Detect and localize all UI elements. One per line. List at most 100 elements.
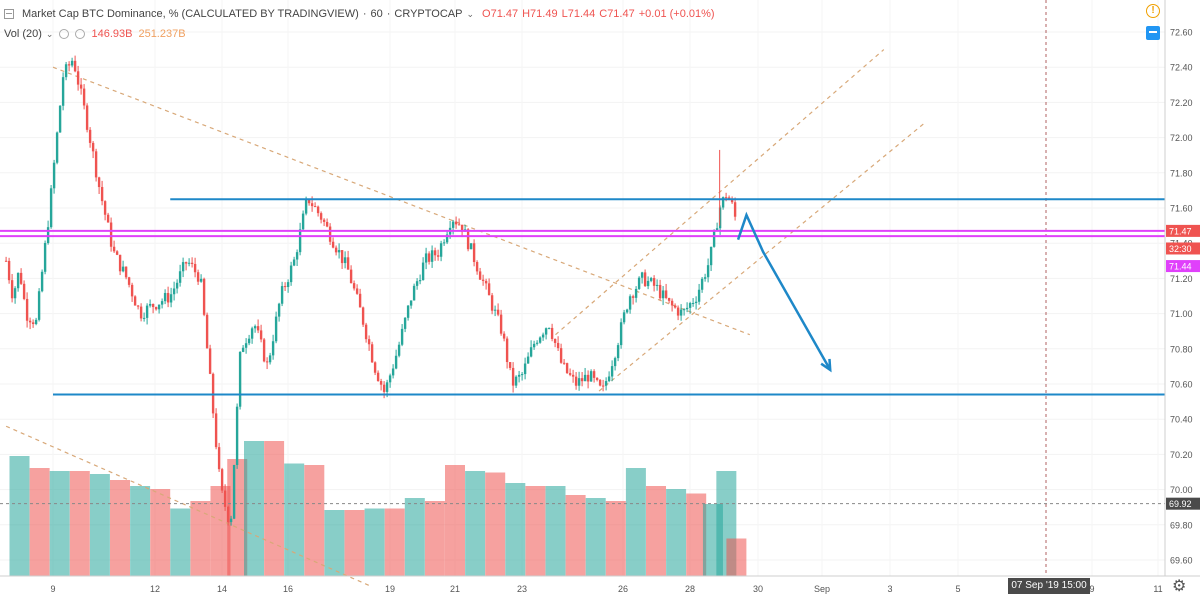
candle-body bbox=[34, 319, 38, 325]
candle-body bbox=[460, 224, 464, 232]
y-tick-label: 70.60 bbox=[1170, 380, 1193, 390]
candle-body bbox=[163, 292, 167, 302]
candle-body bbox=[655, 284, 659, 286]
collapse-icon[interactable] bbox=[4, 9, 14, 19]
candle-body bbox=[346, 257, 350, 270]
candle-body bbox=[613, 358, 617, 367]
volume-bar bbox=[244, 441, 264, 576]
candle-body bbox=[91, 142, 95, 152]
candle-body bbox=[115, 251, 119, 255]
candle-body bbox=[277, 303, 281, 317]
volume-bar bbox=[130, 486, 151, 576]
gear-icon[interactable]: ⚙ bbox=[1172, 578, 1187, 595]
candle-body bbox=[181, 262, 185, 272]
visibility-icon[interactable] bbox=[59, 29, 70, 39]
candle-body bbox=[478, 271, 482, 280]
candle-body bbox=[388, 375, 392, 383]
candle-body bbox=[529, 347, 533, 357]
drawn-levels bbox=[0, 198, 1199, 396]
legend-change: +0.01 (+0.01%) bbox=[638, 8, 715, 20]
candle-body bbox=[454, 221, 458, 225]
countdown-badge-bg bbox=[1166, 242, 1200, 255]
candle-body bbox=[340, 250, 344, 264]
volume-bar bbox=[445, 465, 465, 576]
candle-body bbox=[367, 339, 371, 345]
candle-body bbox=[265, 361, 269, 363]
candle-body bbox=[469, 243, 473, 250]
candle-body bbox=[394, 355, 398, 369]
candle-body bbox=[733, 202, 737, 217]
candle-body bbox=[604, 381, 608, 386]
legend-vol-value-1: 146.93B bbox=[91, 28, 133, 40]
volume-bar bbox=[284, 463, 305, 576]
candle-body bbox=[328, 226, 332, 242]
settings-icon[interactable] bbox=[75, 29, 86, 39]
candle-body bbox=[661, 290, 665, 299]
volume-bars bbox=[9, 441, 747, 576]
crosshair-price-badge: 69.92 bbox=[1169, 499, 1192, 509]
candle-body bbox=[160, 301, 164, 305]
candle-body bbox=[673, 305, 677, 308]
candle-body bbox=[220, 469, 224, 491]
candle-body bbox=[280, 286, 284, 304]
candle-body bbox=[667, 297, 671, 301]
volume-bar bbox=[625, 468, 646, 576]
x-tick-label: 11 bbox=[1153, 584, 1162, 594]
candle-body bbox=[730, 199, 734, 203]
candle-body bbox=[403, 317, 407, 329]
candle-body bbox=[682, 309, 686, 311]
candle-body bbox=[670, 300, 674, 306]
calendar-icon[interactable] bbox=[1146, 26, 1160, 40]
candle-body bbox=[421, 262, 425, 281]
legend-volume-row: Vol (20) ⌄ 146.93B 251.237B bbox=[4, 24, 715, 44]
volume-bar bbox=[9, 456, 30, 576]
candle-body bbox=[253, 326, 257, 329]
candle-body bbox=[292, 259, 296, 266]
candle-body bbox=[133, 296, 137, 306]
candle-body bbox=[553, 338, 557, 343]
candle-body bbox=[361, 307, 365, 325]
candle-body bbox=[100, 187, 104, 202]
candle-body bbox=[208, 348, 212, 374]
candle-body bbox=[55, 132, 59, 163]
candle-body bbox=[169, 294, 173, 303]
candle-body bbox=[103, 201, 107, 215]
candle-body bbox=[85, 105, 89, 130]
x-tick-label: 16 bbox=[283, 584, 293, 594]
candle-body bbox=[538, 337, 542, 343]
candle-body bbox=[472, 243, 476, 263]
candle-body bbox=[4, 260, 8, 262]
candle-body bbox=[382, 384, 386, 392]
candle-body bbox=[10, 280, 14, 299]
candle-body bbox=[643, 272, 647, 287]
candle-body bbox=[496, 309, 500, 315]
candle-body bbox=[325, 221, 329, 227]
projection-arrowhead bbox=[820, 358, 832, 373]
candle-body bbox=[148, 303, 152, 306]
candle-body bbox=[238, 351, 242, 407]
legend-high: H71.49 bbox=[522, 8, 558, 20]
candle-body bbox=[352, 283, 356, 289]
grid bbox=[0, 31, 1165, 561]
candle-body bbox=[484, 280, 488, 284]
volume-bar bbox=[605, 501, 626, 576]
candle-body bbox=[121, 266, 125, 272]
candle-body bbox=[343, 257, 347, 264]
candle-body bbox=[487, 283, 491, 296]
x-tick-label: 12 bbox=[150, 584, 160, 594]
x-tick-label: Sep bbox=[814, 584, 830, 594]
candle-body bbox=[226, 506, 230, 523]
candle-body bbox=[13, 288, 17, 299]
candle-body bbox=[664, 290, 668, 298]
warning-icon[interactable]: ! bbox=[1146, 4, 1160, 18]
candle-body bbox=[46, 227, 50, 244]
candle-body bbox=[565, 363, 569, 374]
chevron-down-icon[interactable]: ⌄ bbox=[466, 9, 475, 19]
candle-body bbox=[199, 278, 203, 282]
candle-body bbox=[205, 314, 209, 349]
volume-bar bbox=[150, 489, 171, 576]
candle-body bbox=[229, 518, 233, 523]
chevron-down-icon[interactable]: ⌄ bbox=[45, 29, 54, 39]
candle-body bbox=[622, 312, 626, 323]
